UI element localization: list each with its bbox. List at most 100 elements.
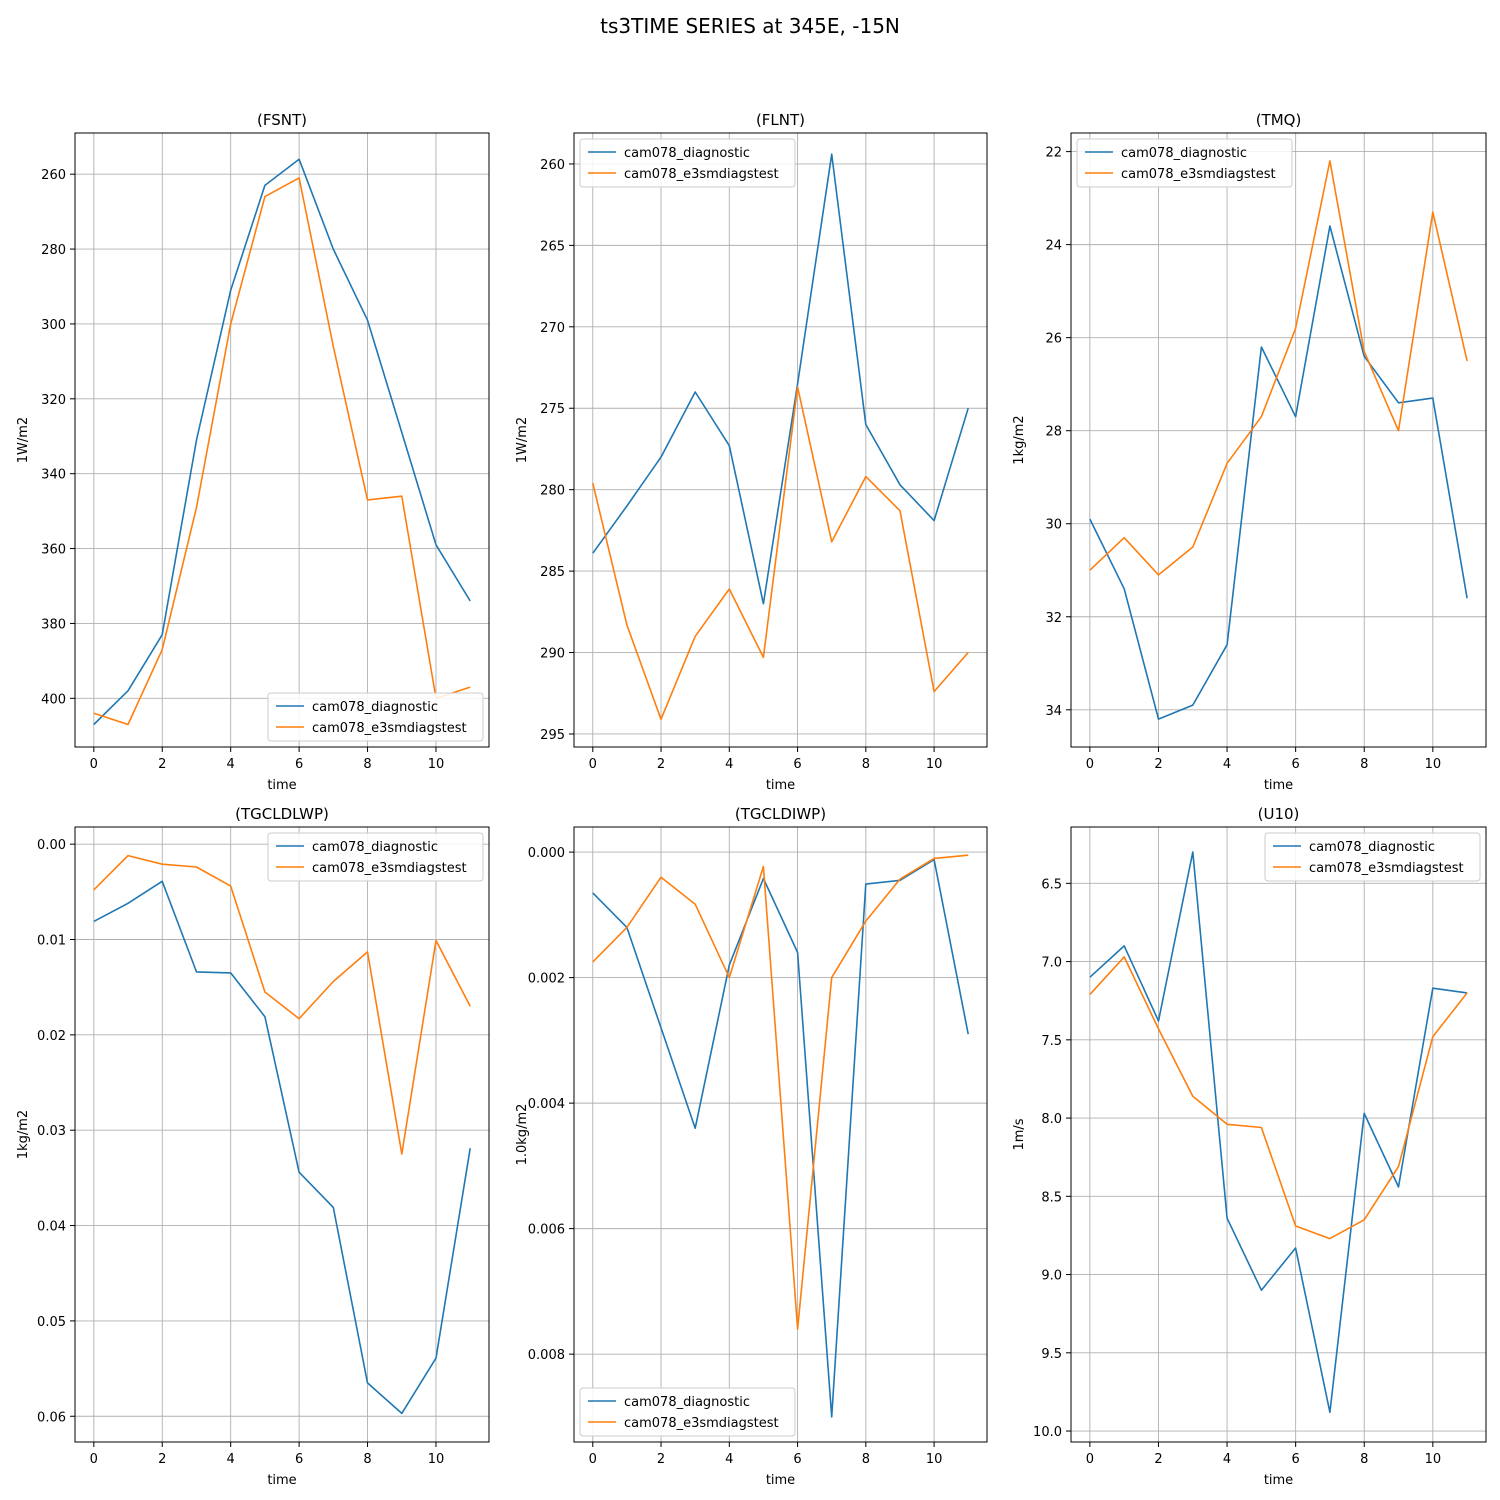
series-line-0 xyxy=(592,153,969,605)
y-tick-label: 300 xyxy=(41,318,66,333)
y-tick-label: 260 xyxy=(41,168,66,183)
series-line-1 xyxy=(1089,160,1468,576)
subplot-title: (TGCLDLWP) xyxy=(235,805,329,823)
legend-label-0: cam078_diagnostic xyxy=(624,146,750,161)
figure-title: ts3TIME SERIES at 345E, -15N xyxy=(600,14,900,38)
series-line-0 xyxy=(592,858,969,1418)
axes-frame xyxy=(573,826,988,1443)
y-tick-label: 10.0 xyxy=(1033,1425,1062,1440)
y-tick-label: 32 xyxy=(1045,611,1062,626)
x-tick-label: 0 xyxy=(1086,757,1094,772)
series-line-0 xyxy=(1089,851,1468,1414)
subplot-5: 0 2 4 6 8 10 6.5 7.0 7.5 8.0 8.5 9.0 9.5 10.0 (U10) tim… xyxy=(1012,805,1487,1488)
y-tick-label: 0.01 xyxy=(37,934,66,949)
series-line-1 xyxy=(93,854,471,1155)
series-line-1 xyxy=(592,386,969,721)
y-tick-label: 34 xyxy=(1045,704,1062,719)
x-tick-label: 8 xyxy=(862,1452,870,1467)
x-tick-label: 0 xyxy=(1086,1452,1094,1467)
y-tick-label: 270 xyxy=(540,321,565,336)
axes-frame xyxy=(1070,826,1487,1443)
x-tick-label: 2 xyxy=(158,757,166,772)
series-line-0 xyxy=(1089,225,1468,720)
x-tick-label: 8 xyxy=(1360,1452,1368,1467)
x-tick-label: 2 xyxy=(158,1452,166,1467)
x-tick-label: 0 xyxy=(589,1452,597,1467)
legend-label-0: cam078_diagnostic xyxy=(1309,840,1435,855)
legend-box xyxy=(1264,832,1481,882)
x-tick-label: 0 xyxy=(90,757,98,772)
x-tick-label: 10 xyxy=(926,1452,943,1467)
y-tick-label: 9.0 xyxy=(1041,1269,1062,1284)
series-line-0 xyxy=(93,880,471,1415)
y-tick-label: 320 xyxy=(41,393,66,408)
subplot-4: 0 2 4 6 8 10 0.000 0.002 0.004 0.006 0.008 (TGCLDIW… xyxy=(515,805,988,1488)
x-axis-label: time xyxy=(267,778,296,793)
series-line-0 xyxy=(93,158,471,726)
legend-box xyxy=(267,832,484,882)
subplot-title: (TMQ) xyxy=(1256,111,1302,129)
legend-label-1: cam078_e3smdiagstest xyxy=(312,861,467,876)
y-tick-label: 290 xyxy=(540,647,565,662)
x-tick-label: 4 xyxy=(725,757,733,772)
x-tick-label: 0 xyxy=(589,757,597,772)
x-tick-label: 6 xyxy=(793,1452,801,1467)
x-axis-label: time xyxy=(766,778,795,793)
x-tick-label: 2 xyxy=(657,1452,665,1467)
x-tick-label: 4 xyxy=(227,757,235,772)
subplot-title: (FLNT) xyxy=(756,111,805,129)
legend-label-1: cam078_e3smdiagstest xyxy=(1309,861,1464,876)
y-tick-label: 260 xyxy=(540,158,565,173)
y-tick-label: 0.002 xyxy=(528,972,565,987)
legend-box xyxy=(579,138,796,188)
legend-label-1: cam078_e3smdiagstest xyxy=(1121,167,1276,182)
legend-label-0: cam078_diagnostic xyxy=(312,840,438,855)
y-tick-label: 6.5 xyxy=(1041,877,1062,892)
subplot-0: 0 2 4 6 8 10 260 280 300 320 340 360 380 400 (FSNT) tim… xyxy=(16,111,490,793)
legend-box xyxy=(579,1387,796,1437)
y-tick-label: 0.03 xyxy=(37,1124,66,1139)
x-axis-label: time xyxy=(267,1473,296,1488)
axes-frame xyxy=(573,132,988,748)
y-tick-label: 0.004 xyxy=(528,1097,565,1112)
x-tick-label: 10 xyxy=(926,757,943,772)
x-tick-label: 10 xyxy=(428,757,445,772)
y-tick-label: 7.5 xyxy=(1041,1034,1062,1049)
x-tick-label: 0 xyxy=(90,1452,98,1467)
legend-box xyxy=(267,692,484,742)
y-tick-label: 28 xyxy=(1045,425,1062,440)
y-tick-label: 380 xyxy=(41,617,66,632)
y-tick-label: 0.06 xyxy=(37,1410,66,1425)
y-tick-label: 280 xyxy=(41,243,66,258)
x-tick-label: 6 xyxy=(1292,757,1300,772)
legend-label-0: cam078_diagnostic xyxy=(312,700,438,715)
legend-label-1: cam078_e3smdiagstest xyxy=(624,1416,779,1431)
y-tick-label: 265 xyxy=(540,239,565,254)
y-tick-label: 280 xyxy=(540,484,565,499)
y-tick-label: 8.0 xyxy=(1041,1112,1062,1127)
legend: cam078_diagnostic cam078_e3smdiagstest xyxy=(1076,138,1293,188)
x-tick-label: 4 xyxy=(1223,757,1231,772)
axes-frame xyxy=(1070,132,1487,748)
legend-label-1: cam078_e3smdiagstest xyxy=(312,721,467,736)
y-tick-label: 9.5 xyxy=(1041,1347,1062,1362)
subplot-2: 0 2 4 6 8 1022242628303234(TMQ)time1kg/m2cam0… xyxy=(1012,111,1487,793)
y-tick-label: 0.006 xyxy=(528,1223,565,1238)
x-tick-label: 4 xyxy=(227,1452,235,1467)
legend-label-0: cam078_diagnostic xyxy=(624,1395,750,1410)
y-axis-label: 1kg/m2 xyxy=(1012,415,1027,464)
x-tick-label: 2 xyxy=(1154,757,1162,772)
y-tick-label: 295 xyxy=(540,728,565,743)
x-tick-label: 8 xyxy=(363,1452,371,1467)
y-tick-label: 22 xyxy=(1045,146,1062,161)
y-tick-label: 8.5 xyxy=(1041,1190,1062,1205)
x-tick-label: 6 xyxy=(793,757,801,772)
y-tick-label: 0.02 xyxy=(37,1029,66,1044)
legend: cam078_diagnostic cam078_e3smdiagstest xyxy=(267,692,484,742)
y-tick-label: 275 xyxy=(540,402,565,417)
x-tick-label: 2 xyxy=(1154,1452,1162,1467)
x-tick-label: 10 xyxy=(428,1452,445,1467)
y-tick-label: 340 xyxy=(41,468,66,483)
